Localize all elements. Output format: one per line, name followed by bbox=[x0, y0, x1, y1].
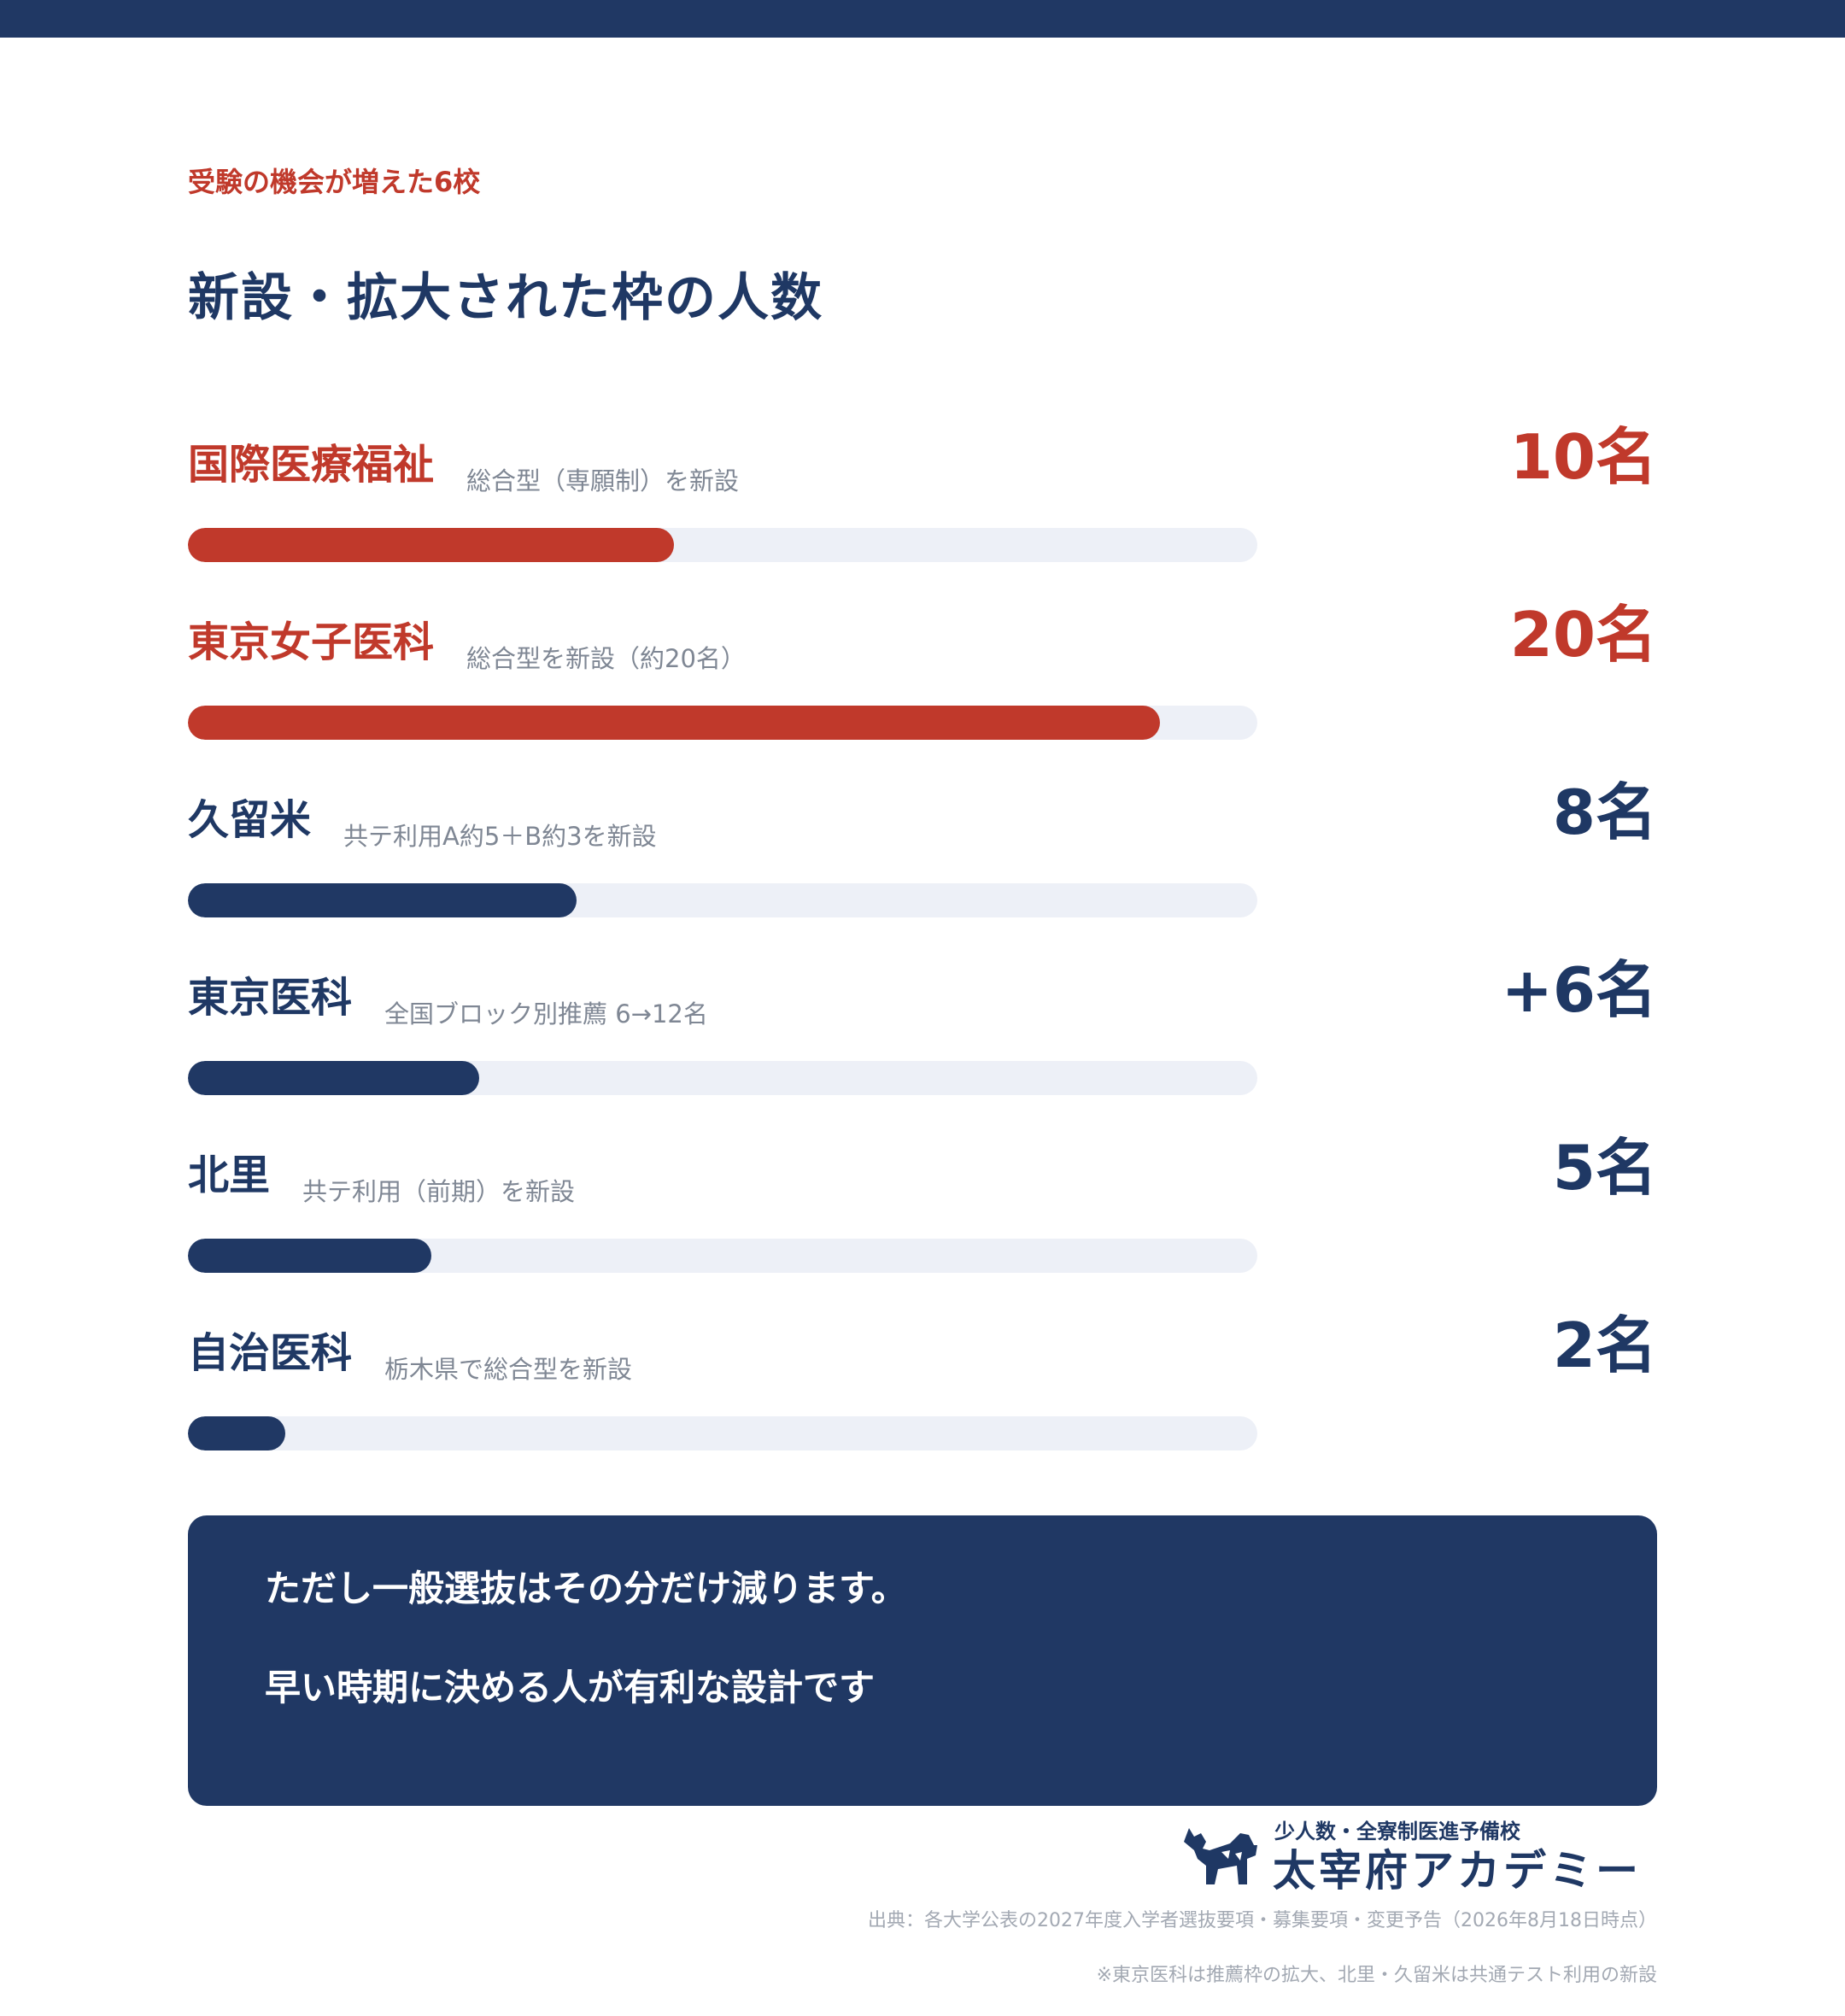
logo: 少人数・全寮制医進予備校 太宰府アカデミー bbox=[1180, 1813, 1659, 1896]
chart-row: 東京女子医科総合型を新設（約20名） 20名 bbox=[188, 596, 1657, 774]
page-title: 新設・拡大された枠の人数 bbox=[188, 268, 823, 328]
category-note: 全国ブロック別推薦 6→12名 bbox=[384, 999, 708, 1029]
bar bbox=[188, 1239, 431, 1273]
category-note: 共テ利用A約5＋B約3を新設 bbox=[343, 822, 657, 851]
top-accent-bar bbox=[0, 0, 1845, 38]
bar bbox=[188, 528, 674, 562]
chart-row: 自治医科栃木県で総合型を新設 2名 bbox=[188, 1307, 1657, 1485]
value-label: 10名 bbox=[1509, 421, 1657, 493]
bar bbox=[188, 1061, 479, 1095]
category-label: 東京医科 bbox=[188, 974, 353, 1022]
value-label: 8名 bbox=[1552, 777, 1657, 848]
eyebrow-label: 受験の機会が増えた6校 bbox=[188, 166, 481, 198]
chart-row: 国際医療福祉総合型（専願制）を新設 10名 bbox=[188, 419, 1657, 596]
bar bbox=[188, 1416, 285, 1450]
category-note: 共テ利用（前期）を新設 bbox=[302, 1177, 576, 1206]
logo-brand: 太宰府アカデミー bbox=[1273, 1845, 1642, 1896]
value-label: 20名 bbox=[1509, 599, 1657, 671]
value-label: 5名 bbox=[1552, 1132, 1657, 1204]
chart-row: 久留米共テ利用A約5＋B約3を新設 8名 bbox=[188, 774, 1657, 952]
category-label: 国際医療福祉 bbox=[188, 441, 435, 489]
bar-track bbox=[188, 883, 1257, 917]
bar-track bbox=[188, 1416, 1257, 1450]
bar bbox=[188, 883, 577, 917]
bar-track bbox=[188, 1061, 1257, 1095]
category-label: 北里 bbox=[188, 1152, 271, 1199]
logo-tagline: 少人数・全寮制医進予備校 bbox=[1274, 1819, 1520, 1843]
chart-row: 北里共テ利用（前期）を新設 5名 bbox=[188, 1129, 1657, 1307]
chart-row: 東京医科全国ブロック別推薦 6→12名 +6名 bbox=[188, 952, 1657, 1129]
callout-line-1: ただし一般選抜はその分だけ減ります。 bbox=[265, 1568, 907, 1609]
category-label: 東京女子医科 bbox=[188, 618, 435, 666]
category-label: 自治医科 bbox=[188, 1329, 353, 1377]
bar-track bbox=[188, 1239, 1257, 1273]
bar-track bbox=[188, 528, 1257, 562]
category-note: 栃木県で総合型を新設 bbox=[384, 1355, 633, 1384]
category-label: 久留米 bbox=[188, 796, 312, 844]
source-note: 出典：各大学公表の2027年度入学者選抜要項・募集要項・変更予告（2026年8月… bbox=[868, 1910, 1657, 1931]
category-note: 総合型を新設（約20名） bbox=[466, 644, 746, 673]
value-label: +6名 bbox=[1501, 954, 1657, 1026]
dog-silhouette-icon bbox=[1184, 1828, 1257, 1884]
footnote: ※東京医科は推薦枠の拡大、北里・久留米は共通テスト利用の新設 bbox=[1096, 1965, 1657, 1986]
category-note: 総合型（専願制）を新設 bbox=[466, 466, 740, 495]
bar bbox=[188, 706, 1160, 740]
bar-track bbox=[188, 706, 1257, 740]
callout-box: ただし一般選抜はその分だけ減ります。 早い時期に決める人が有利な設計です bbox=[188, 1515, 1657, 1806]
value-label: 2名 bbox=[1552, 1310, 1657, 1381]
callout-line-2: 早い時期に決める人が有利な設計です bbox=[265, 1667, 876, 1708]
